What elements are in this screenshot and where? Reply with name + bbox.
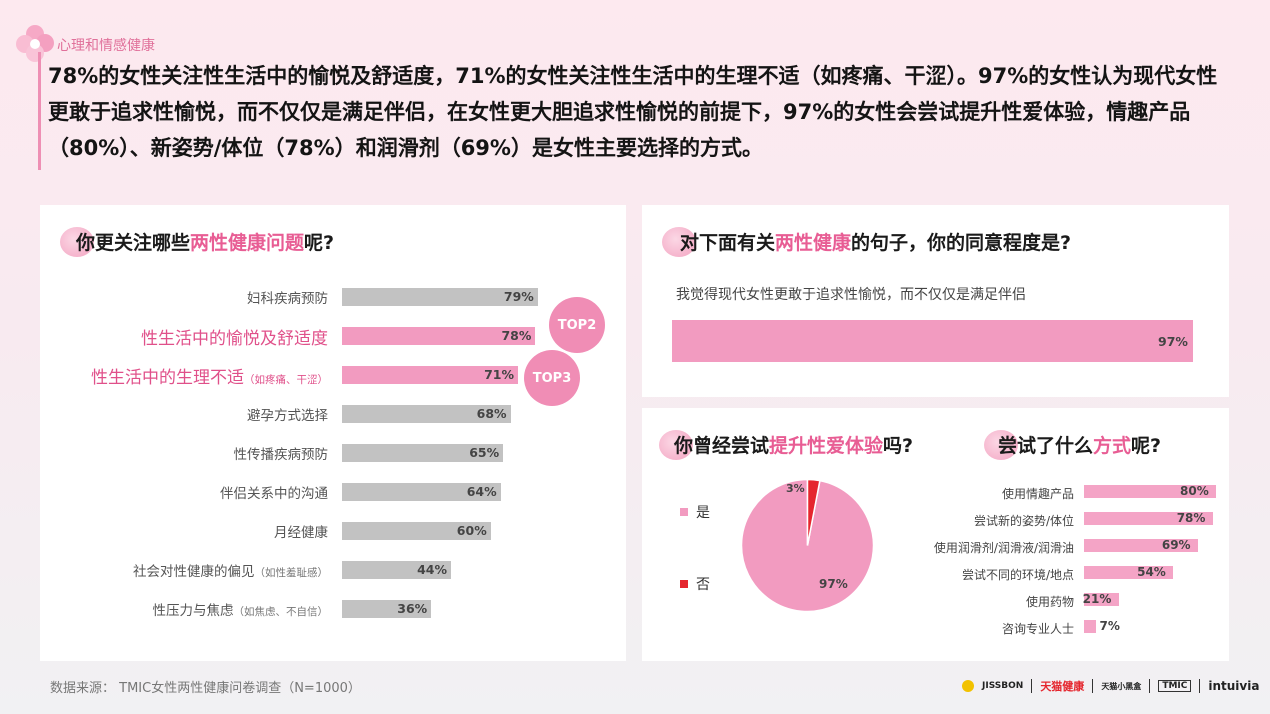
method-bar: [1084, 566, 1174, 579]
concern-bar: [342, 405, 511, 423]
concern-label: 妇科疾病预防: [247, 287, 328, 307]
method-label: 使用药物: [1025, 595, 1074, 609]
method-label: 使用润滑剂/润滑液/润滑油: [933, 541, 1074, 555]
concern-label: 性传播疾病预防: [234, 443, 329, 463]
legend-swatch-icon: [680, 508, 688, 516]
flower-logo-icon: [16, 25, 54, 62]
method-label: 尝试新的姿势/体位: [973, 514, 1074, 528]
method-bar-value: 7%: [1099, 619, 1120, 633]
method-bar: [1084, 485, 1216, 498]
top3-badge: TOP3: [524, 350, 580, 406]
pie-label-yes: 97%: [819, 577, 848, 591]
method-bar-value: 54%: [1137, 565, 1166, 579]
concern-bar: [342, 600, 432, 618]
experience-pie-chart: 97% 3%: [740, 478, 875, 613]
concern-bar: [342, 288, 538, 306]
method-bar-value: 78%: [1176, 511, 1206, 525]
concern-bar-value: 68%: [476, 406, 507, 421]
concern-bar-value: 78%: [501, 328, 532, 343]
method-bar: [1084, 539, 1198, 552]
legend-swatch-icon: [680, 580, 688, 588]
brand-tmic: TMIC: [1158, 680, 1192, 692]
concern-label-note: （如焦虑、不自信）: [233, 606, 329, 618]
method-bar: [1084, 512, 1213, 525]
pie-label-no: 3%: [786, 482, 805, 495]
agreement-statement: 我觉得现代女性更敢于追求性愉悦，而不仅仅是满足伴侣: [676, 287, 1026, 303]
concern-label: 性生活中的生理不适（如疼痛、干涩）: [91, 363, 328, 388]
concern-bar: [342, 561, 452, 579]
concern-bar-value: 60%: [456, 523, 487, 538]
data-source: 数据来源： TMIC女性两性健康问卷调查（N=1000）: [50, 681, 361, 696]
jissbon-logo-icon: [962, 680, 974, 692]
pie-title: 你曾经尝试提升性爱体验吗?: [674, 435, 914, 457]
divider: [1149, 679, 1151, 693]
concern-label: 社会对性健康的偏见（如性羞耻感）: [133, 560, 328, 580]
title-blob-icon: [60, 227, 94, 257]
divider: [1199, 679, 1201, 693]
concern-label: 性压力与焦虑（如焦虑、不自信）: [153, 599, 329, 619]
concern-label-text: 避孕方式选择: [247, 408, 328, 424]
concern-label-note: （如性羞耻感）: [254, 567, 329, 579]
divider: [1092, 679, 1094, 693]
concern-title: 你更关注哪些两性健康问题呢?: [76, 232, 335, 254]
method-label: 使用情趣产品: [1001, 487, 1074, 501]
method-bar: [1084, 620, 1096, 633]
method-label: 尝试不同的环境/地点: [961, 568, 1074, 582]
method-title: 尝试了什么方式呢?: [998, 435, 1162, 457]
concern-bar: [342, 483, 501, 501]
brand-jissbon: JISSBON: [982, 681, 1024, 691]
title-blob-icon: [662, 227, 696, 257]
concern-label: 月经健康: [274, 521, 328, 541]
concern-bar: [342, 327, 536, 345]
experience-panel: [642, 408, 1229, 661]
pie-legend-no: 否: [680, 574, 710, 594]
concern-label-text: 社会对性健康的偏见: [133, 564, 255, 580]
pie-slice-no: [806, 478, 821, 546]
divider: [1031, 679, 1033, 693]
title-blob-icon: [984, 430, 1018, 460]
concern-label-note: （如疼痛、干涩）: [244, 374, 328, 386]
method-bar-value: 69%: [1161, 538, 1191, 552]
brand-tmall-health: 天猫健康: [1040, 680, 1085, 693]
headline: 78%的女性关注性生活中的愉悦及舒适度，71%的女性关注性生活中的生理不适（如疼…: [48, 64, 1218, 160]
section-tag: 心理和情感健康: [57, 38, 155, 54]
top2-badge: TOP2: [549, 297, 605, 353]
concern-bar: [342, 444, 504, 462]
agreement-title: 对下面有关两性健康的句子，你的同意程度是?: [680, 232, 1072, 254]
concern-label-text: 伴侣关系中的沟通: [220, 486, 328, 502]
concern-panel: [40, 205, 626, 661]
concern-label-text: 性生活中的生理不适: [91, 368, 244, 388]
method-bar-value: 21%: [1082, 592, 1112, 606]
brand-tmall-box: 天猫小黑盒: [1101, 681, 1142, 691]
concern-bar: [342, 522, 491, 540]
concern-label-text: 性传播疾病预防: [233, 447, 329, 463]
concern-bar-value: 44%: [417, 562, 448, 577]
concern-label: 避孕方式选择: [247, 404, 328, 424]
concern-label-text: 性压力与焦虑: [152, 603, 234, 619]
brand-row: JISSBON 天猫健康 天猫小黑盒 TMIC intuivia: [962, 678, 1259, 694]
method-bar-value: 80%: [1180, 484, 1209, 498]
headline-accent-bar: [38, 52, 41, 170]
agreement-value: 97%: [1158, 334, 1188, 349]
agreement-bar: [672, 320, 1193, 362]
concern-bar-value: 71%: [484, 367, 514, 382]
concern-bar: [342, 366, 519, 384]
title-blob-icon: [659, 430, 693, 460]
method-label: 咨询专业人士: [1001, 622, 1074, 636]
method-bar: [1084, 593, 1119, 606]
concern-label: 性生活中的愉悦及舒适度: [141, 324, 328, 349]
agreement-panel: [642, 205, 1229, 397]
concern-label-text: 妇科疾病预防: [247, 291, 328, 307]
concern-label-text: 月经健康: [274, 525, 328, 541]
concern-bar-value: 64%: [466, 484, 497, 499]
concern-bar-value: 65%: [469, 445, 500, 460]
concern-bar-value: 79%: [503, 289, 534, 304]
concern-bar-value: 36%: [397, 601, 428, 616]
concern-label-text: 性生活中的愉悦及舒适度: [141, 329, 328, 349]
pie-legend-yes: 是: [680, 502, 710, 522]
concern-label: 伴侣关系中的沟通: [220, 482, 328, 502]
brand-intuivia: intuivia: [1208, 679, 1260, 693]
